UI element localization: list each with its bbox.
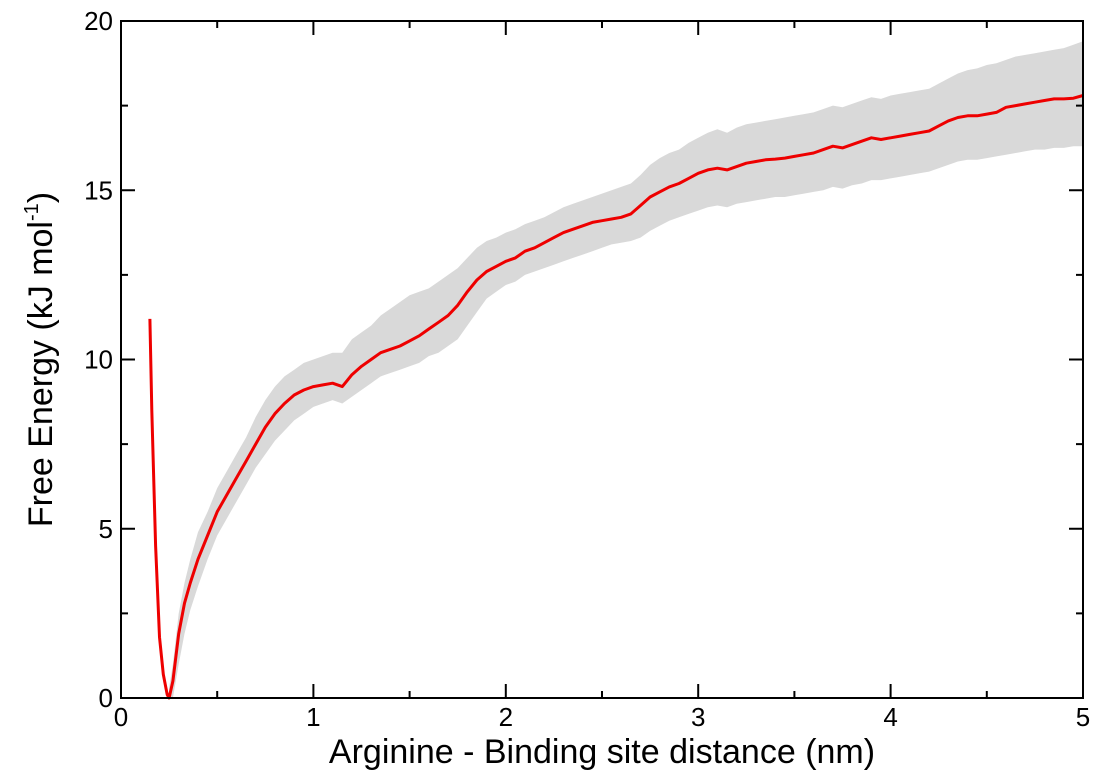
y-tick-label: 10 (84, 345, 113, 375)
x-tick-label: 0 (114, 702, 128, 732)
y-axis-label-closing: ) (22, 192, 60, 203)
y-tick-label: 0 (99, 683, 113, 713)
x-tick-label: 5 (1076, 702, 1090, 732)
y-axis-label: Free Energy (kJ mol-1) (21, 192, 60, 527)
y-axis-label-main: Free Energy (kJ mol (22, 221, 60, 527)
y-axis-label-superscript: -1 (21, 203, 43, 221)
y-ticks: 0 5 10 15 20 (84, 6, 1083, 713)
uncertainty-band-layer (169, 41, 1084, 699)
x-ticks: 0 1 2 3 4 5 (114, 21, 1090, 732)
x-tick-label: 1 (306, 702, 320, 732)
free-energy-line (148, 94, 1084, 700)
y-tick-label: 15 (84, 175, 113, 205)
x-axis-label: Arginine - Binding site distance (nm) (329, 733, 875, 771)
x-tick-label: 2 (499, 702, 513, 732)
x-tick-label: 3 (691, 702, 705, 732)
y-tick-label: 5 (99, 514, 113, 544)
free-energy-line-layer (148, 94, 1084, 700)
y-tick-label: 20 (84, 6, 113, 36)
x-tick-label: 4 (883, 702, 897, 732)
uncertainty-band (169, 41, 1084, 699)
